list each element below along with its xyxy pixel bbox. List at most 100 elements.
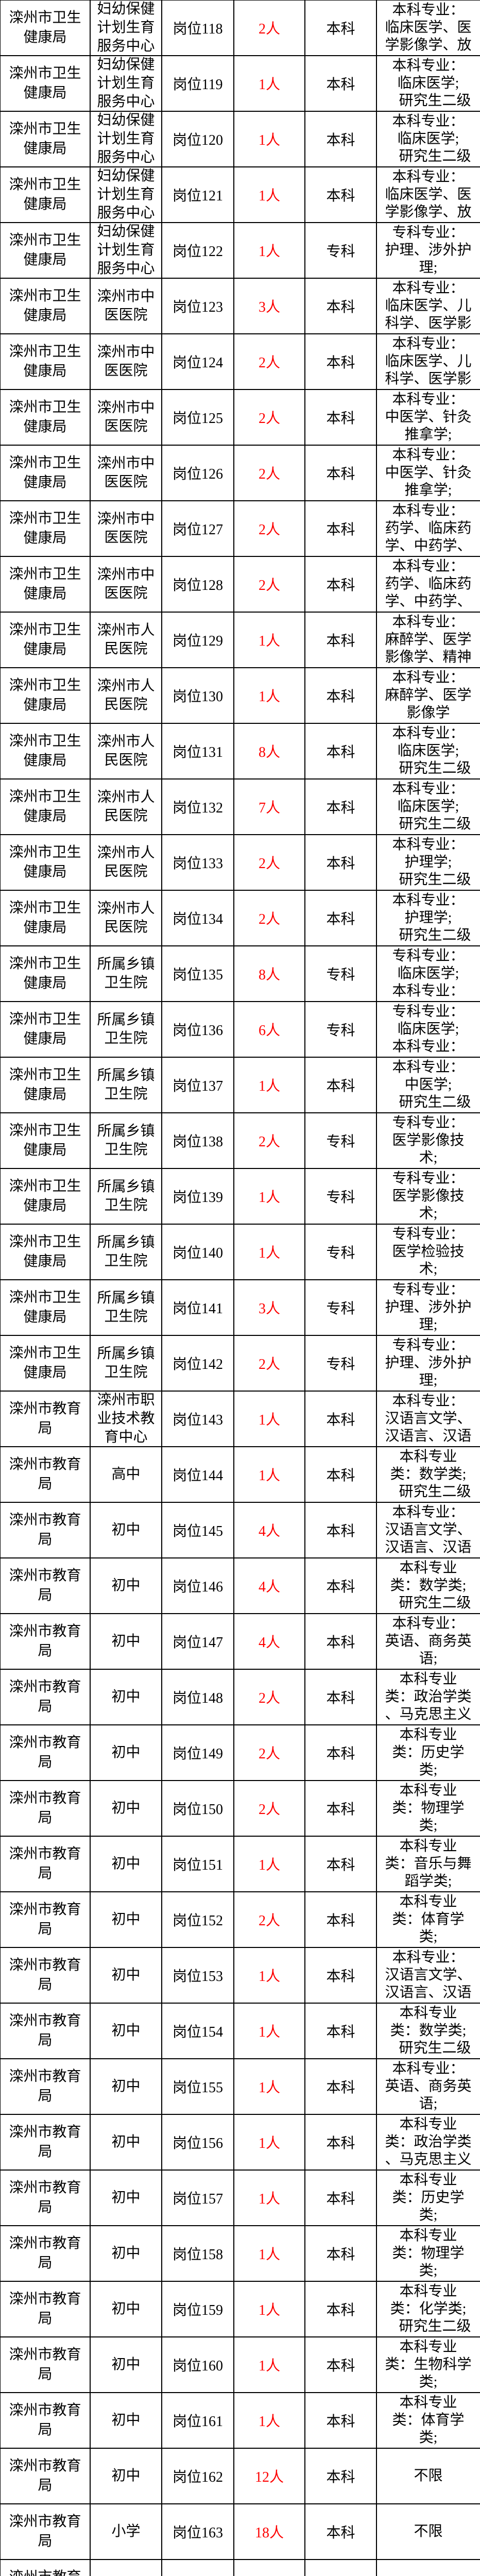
education-cell: 本科 [305, 1837, 377, 1891]
requirement-cell: 本科专业 类：历史学 类; [377, 2171, 479, 2225]
requirement-cell: 本科专业 类：体育学 类; [377, 2393, 479, 2448]
table-row: 滦州市教育局 初中 岗位148 2人 本科 本科专业 类：政治学类 、马克思主义 [1, 1670, 480, 1725]
education-label: 本科 [326, 2024, 355, 2040]
education-label: 本科 [326, 689, 355, 705]
requirement-line: 本科专业： [392, 892, 465, 908]
employer-cell: 初中 [91, 1558, 162, 1613]
requirement-lines: 本科专业： 临床医学; 研究生二级 [377, 113, 479, 165]
requirement-lines: 本科专业 类：音乐与舞 蹈学类; [377, 1838, 479, 1890]
requirement-line: 本科专业： [392, 392, 465, 408]
requirement-lines: 本科专业： 药学、临床药 学、中药学、 [377, 558, 479, 611]
requirement-line: 研究生二级 [399, 148, 471, 164]
department-cell: 滦州市卫生健康局 [1, 223, 91, 278]
requirement-line: 临床医学、儿 [385, 298, 472, 314]
department-cell: 滦州市卫生健康局 [1, 1058, 91, 1112]
employer-cell: 妇幼保健计划生育服务中心 [91, 112, 162, 166]
position-label: 岗位137 [172, 1078, 223, 1094]
requirement-line: 临床医学; [397, 743, 459, 759]
department-cell: 滦州市教育局 [1, 1670, 91, 1724]
employer-label: 所属乡镇卫生院 [97, 1067, 155, 1102]
department-label: 滦州市卫生健康局 [9, 1234, 81, 1269]
position-label: 岗位144 [172, 1468, 223, 1484]
department-cell: 滦州市卫生健康局 [1, 1225, 91, 1279]
position-cell: 岗位125 [162, 390, 234, 445]
requirement-line: 本科专业 [399, 2228, 457, 2244]
employer-cell: 所属乡镇卫生院 [91, 1169, 162, 1224]
education-cell: 本科 [305, 1892, 377, 1947]
position-label: 岗位154 [172, 2024, 223, 2040]
requirement-line: 汉语言文学、 [385, 1411, 472, 1427]
department-label: 滦州市卫生健康局 [9, 399, 81, 435]
department-cell: 滦州市卫生健康局 [1, 835, 91, 890]
position-cell: 岗位123 [162, 279, 234, 333]
requirement-line: 本科专业 [399, 1449, 457, 1465]
position-cell: 岗位130 [162, 668, 234, 723]
position-cell: 岗位122 [162, 223, 234, 278]
employer-label: 初中 [111, 2134, 141, 2150]
position-cell: 岗位129 [162, 613, 234, 667]
requirement-lines: 本科专业： 中医学、针灸 推拿学; [377, 447, 479, 499]
requirement-cell: 本科专业： 药学、临床药 学、中药学、 [377, 557, 479, 612]
requirement-line: 临床医学; [397, 75, 459, 91]
position-cell: 岗位155 [162, 2059, 234, 2114]
education-label: 本科 [326, 1690, 355, 1706]
requirement-lines: 本科专业： 麻醉学、医学 影像学、精神 [377, 614, 479, 666]
table-row: 滦州市卫生健康局 所属乡镇卫生院 岗位141 3人 专科 专科专业： 护理、涉外护… [1, 1280, 480, 1336]
requirement-line: 本科专业 [399, 1560, 457, 1576]
education-label: 专科 [326, 1245, 355, 1261]
requirement-line: 英语、商务英 [385, 2078, 472, 2094]
headcount-cell: 2人 [234, 334, 305, 389]
employer-cell: 初中 [91, 1503, 162, 1557]
requirement-line: 理; [419, 260, 438, 276]
position-label: 岗位139 [172, 1190, 223, 1206]
requirement-line: 类：化学类; [390, 2301, 467, 2317]
department-label: 滦州市教育局 [9, 1902, 81, 1937]
position-label: 岗位147 [172, 1635, 223, 1651]
table-row: 滦州市卫生健康局 滦州市中医医院 岗位123 3人 本科 本科专业： 临床医学、儿… [1, 279, 480, 334]
employer-cell: 初中 [91, 2393, 162, 2448]
education-label: 本科 [326, 1579, 355, 1595]
department-cell: 滦州市教育局 [1, 2337, 91, 2392]
education-cell: 本科 [305, 835, 377, 890]
requirement-line: 科学、医学影 [385, 315, 472, 331]
position-label: 岗位130 [172, 689, 223, 705]
headcount-cell: 8人 [234, 946, 305, 1001]
department-cell: 滦州市教育局 [1, 1781, 91, 1836]
requirement-line: 本科专业： [392, 1039, 465, 1055]
department-label: 滦州市教育局 [9, 2013, 81, 2048]
position-cell: 岗位119 [162, 56, 234, 111]
requirement-cell: 本科专业 类：数学类; 研究生二级 [377, 1447, 479, 1502]
requirement-cell: 本科专业： 英语、商务英 语; [377, 2059, 479, 2114]
department-cell: 滦州市卫生健康局 [1, 724, 91, 778]
table-row: 滦州市教育局 初中 岗位160 1人 本科 本科专业 类：生物科学 类; [1, 2337, 480, 2393]
requirement-line: 本科专业： [392, 447, 465, 463]
headcount-cell: 4人 [234, 1503, 305, 1557]
table-row: 滦州市卫生健康局 所属乡镇卫生院 岗位136 6人 专科 专科专业： 临床医学; 本… [1, 1002, 480, 1058]
requirement-line: 研究生二级 [399, 816, 471, 832]
requirement-lines: 本科专业 类：物理学 类; [377, 1782, 479, 1835]
requirement-line: 研究生二级 [399, 760, 471, 776]
headcount-cell: 2人 [234, 1336, 305, 1391]
headcount-value: 2人 [258, 21, 280, 37]
education-cell: 本科 [305, 1614, 377, 1669]
requirement-line: 专科专业： [392, 948, 465, 964]
education-label: 本科 [326, 2191, 355, 2207]
position-cell: 岗位161 [162, 2393, 234, 2448]
education-label: 本科 [326, 2247, 355, 2263]
position-label: 岗位120 [172, 132, 223, 148]
requirement-line: 本科专业 [399, 2339, 457, 2355]
table-row: 滦州市教育局 初中 岗位154 1人 本科 本科专业 类：数学类; 研究生二级 [1, 2004, 480, 2059]
headcount-value: 2人 [258, 911, 280, 927]
table-row: 滦州市教育局 初中 岗位159 1人 本科 本科专业 类：化学类; 研究生二级 [1, 2282, 480, 2337]
headcount-value: 3人 [258, 1301, 280, 1317]
position-cell: 岗位137 [162, 1058, 234, 1112]
requirement-line: 类：生物科学 [385, 2357, 472, 2372]
requirement-cell: 本科专业： 临床医学、儿 科学、医学影 [377, 279, 479, 333]
education-cell: 专科 [305, 223, 377, 278]
department-cell: 滦州市教育局 [1, 1948, 91, 2003]
requirement-line: 临床医学; [397, 799, 459, 815]
employer-cell: 滦州市人民医院 [91, 779, 162, 834]
requirement-cell: 本科专业 类：政治学类 、马克思主义 [377, 1670, 479, 1724]
table-row: 滦州市卫生健康局 妇幼保健计划生育服务中心 岗位119 1人 本科 本科专业：临… [1, 56, 480, 112]
education-cell: 本科 [305, 1058, 377, 1112]
